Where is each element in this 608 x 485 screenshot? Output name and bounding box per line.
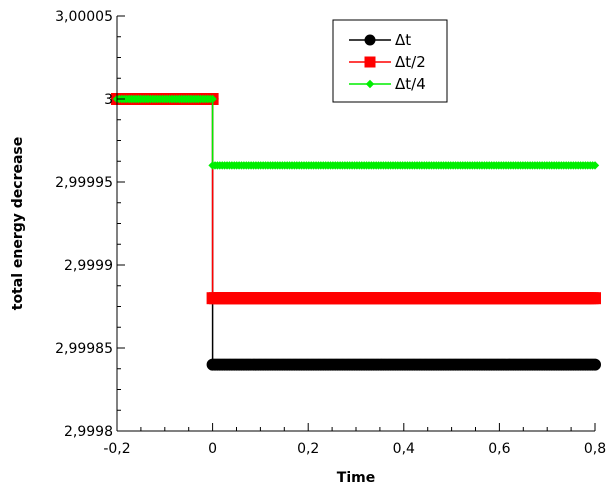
legend-marker bbox=[364, 34, 376, 46]
legend-label: Δt/2 bbox=[395, 53, 426, 71]
series-3 bbox=[112, 94, 600, 170]
x-tick-label: -0,2 bbox=[103, 441, 130, 457]
data-point bbox=[589, 292, 601, 305]
series-2 bbox=[111, 93, 601, 305]
series-1 bbox=[111, 93, 601, 371]
x-tick-label: 0,8 bbox=[584, 441, 606, 457]
y-axis-title: total energy decrease bbox=[10, 137, 26, 311]
x-tick-label: 0,2 bbox=[297, 441, 319, 457]
legend: Δt Δt/2 Δt/4 bbox=[332, 19, 448, 103]
legend-label: Δt bbox=[395, 31, 411, 49]
x-tick-label: 0 bbox=[208, 441, 217, 457]
y-tick-label: 2,9999 bbox=[64, 258, 113, 274]
data-point bbox=[208, 94, 217, 104]
series-line bbox=[117, 98, 595, 366]
data-point bbox=[590, 161, 600, 170]
series-line bbox=[117, 98, 595, 167]
data-point bbox=[589, 358, 601, 371]
x-tick-label: 0,6 bbox=[488, 441, 510, 457]
x-axis-title: Time bbox=[337, 470, 375, 485]
y-tick-label: 3,00005 bbox=[55, 9, 113, 25]
legend-marker bbox=[364, 56, 376, 68]
y-tick-label: 2,99985 bbox=[55, 341, 113, 357]
axes-layer: 2,9998 2,99985 2,9999 2,99995 3 3,00005 -0,2 0 0… bbox=[55, 9, 606, 457]
y-tick-label: 2,9998 bbox=[64, 424, 113, 440]
series-layer bbox=[111, 93, 601, 371]
legend-marker bbox=[365, 79, 375, 89]
legend-label: Δt/4 bbox=[395, 75, 426, 93]
legend-box bbox=[332, 19, 448, 103]
x-tick-label: 0,4 bbox=[393, 441, 415, 457]
y-tick-label: 2,99995 bbox=[55, 175, 113, 191]
series-line bbox=[117, 98, 595, 299]
y-tick-label: 3 bbox=[104, 92, 113, 108]
